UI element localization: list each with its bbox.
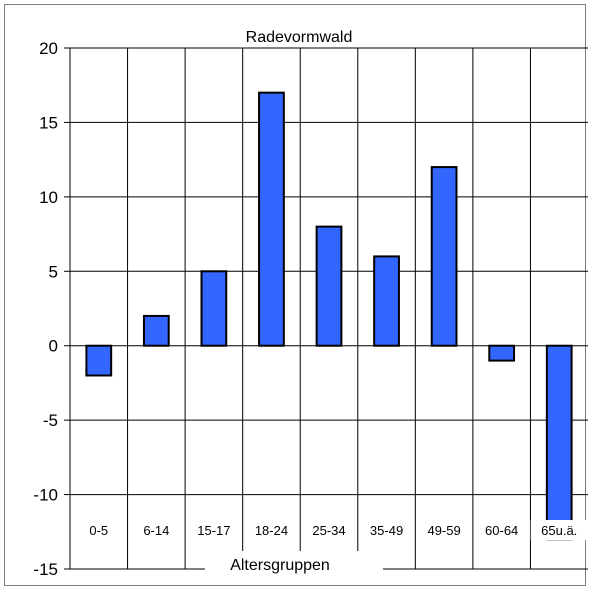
x-tick-label: 60-64 — [485, 523, 518, 538]
xlabel-background — [205, 551, 383, 577]
x-tick-label-bg — [247, 520, 296, 540]
x-tick-label: 35-49 — [370, 523, 403, 538]
x-tick-label-bg — [83, 520, 115, 540]
bar-60-64 — [488, 344, 516, 362]
chart-frame — [4, 4, 586, 586]
bar-65u.ä. — [545, 344, 573, 541]
grid-layer — [70, 47, 588, 570]
x-tick-label: 65u.ä. — [541, 523, 577, 538]
x-tick-label-bg — [304, 520, 354, 540]
chart-title: Radevormwald — [246, 29, 353, 46]
bar-6-14 — [142, 314, 170, 347]
y-tick-label: 0 — [49, 337, 58, 356]
x-axis-label: Altersgruppen — [230, 557, 330, 574]
x-tick-label-bg — [189, 520, 239, 540]
y-tick-label: -15 — [33, 560, 58, 579]
bar-49-59 — [430, 166, 458, 347]
y-tick-label: -5 — [43, 411, 58, 430]
x-tick-label-bg — [136, 520, 177, 540]
x-tick-label: 25-34 — [312, 523, 345, 538]
bar-35-49 — [373, 255, 400, 347]
x-tick-label: 18-24 — [255, 523, 288, 538]
x-tick-label-bg — [477, 520, 526, 540]
x-tick-label: 0-5 — [89, 523, 108, 538]
y-tick-label: 10 — [39, 188, 58, 207]
x-tick-label: 6-14 — [143, 523, 169, 538]
bar-18-24 — [258, 91, 285, 347]
x-tick-label-bg — [530, 520, 588, 540]
x-tick-label-bg — [419, 520, 469, 540]
bar-25-34 — [315, 225, 343, 347]
x-tick-label-bg — [362, 520, 411, 540]
x-tick-label: 49-59 — [427, 523, 460, 538]
bar-15-17 — [200, 270, 228, 347]
y-tick-label: 20 — [39, 39, 58, 58]
bars-layer — [85, 91, 573, 541]
y-tick-label: -10 — [33, 486, 58, 505]
x-tick-label: 15-17 — [197, 523, 230, 538]
y-tick-label: 5 — [49, 262, 58, 281]
y-tick-label: 15 — [39, 113, 58, 132]
bar-0-5 — [85, 344, 113, 377]
